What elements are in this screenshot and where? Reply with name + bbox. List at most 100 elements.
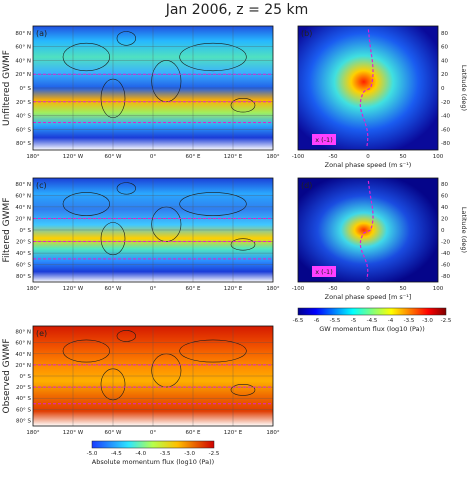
x-tick-label: 180° — [266, 430, 279, 436]
x-tick-label: 120° E — [224, 286, 243, 292]
y-tick-label: 20 — [441, 72, 448, 78]
y-tick-label: -40 — [441, 114, 450, 120]
map-panel-c — [32, 177, 274, 283]
map-frame — [32, 177, 274, 283]
spectrum-field — [298, 26, 438, 150]
x-tick-label: 0° — [150, 154, 156, 160]
x-tick-label: 180° — [26, 430, 39, 436]
y-tick-label: 60 — [441, 45, 448, 51]
panel-label: (b) — [301, 29, 312, 38]
spectrum-panel-d — [297, 177, 439, 283]
y-tick-label: 40° S — [16, 396, 31, 402]
y-tick-label: 0° S — [20, 228, 32, 234]
colorbar-tick-label: -5 — [351, 318, 357, 324]
multiplier-badge — [312, 266, 336, 277]
y-tick-label: 0° S — [20, 374, 32, 380]
figure-title: Jan 2006, z = 25 km — [165, 2, 309, 18]
x-tick-label: 0° — [150, 286, 156, 292]
x-tick-label: 180° — [26, 286, 39, 292]
y-tick-label: 80° S — [16, 418, 31, 424]
y-tick-label: -80 — [441, 274, 450, 280]
x-tick-label: 60° W — [105, 286, 122, 292]
y-tick-label: 40 — [441, 58, 448, 64]
x-tick-label: 120° W — [63, 286, 84, 292]
colorbar-spectrum — [297, 307, 447, 316]
colorbar-tick-label: -4.5 — [367, 318, 378, 324]
y-tick-label: 80° N — [15, 182, 31, 188]
coastline — [179, 192, 247, 216]
y-tick-label: 20° S — [16, 240, 31, 246]
x-tick-label: 0 — [366, 154, 370, 160]
x-tick-label: 120° E — [224, 430, 243, 436]
y-tick-label: 20° S — [16, 100, 31, 106]
x-tick-label: 50 — [400, 286, 407, 292]
coastline — [116, 330, 136, 342]
x-tick-label: 60° W — [105, 430, 122, 436]
x-tick-label: 60° E — [186, 154, 201, 160]
x-axis-label: Zonal phase speed [m s⁻¹] — [325, 293, 412, 301]
map-panel-e — [32, 325, 274, 427]
y-tick-label: 60° N — [15, 193, 31, 199]
spectrum-frame — [297, 25, 439, 151]
y-tick-label: 20° N — [15, 216, 31, 222]
coastline — [62, 192, 110, 216]
x-tick-label: 180° — [266, 154, 279, 160]
map-frame — [32, 325, 274, 427]
y-tick-label: 40° S — [16, 114, 31, 120]
coastline — [116, 31, 136, 46]
colorbar-tick-label: -6 — [314, 318, 320, 324]
y-tick-label: 60° S — [16, 263, 31, 269]
y-tick-label: 80 — [441, 182, 448, 188]
y-tick-label: 40° N — [15, 205, 31, 211]
coastline — [179, 42, 247, 72]
x-tick-label: 60° E — [186, 430, 201, 436]
y-tick-label: 80° N — [15, 330, 31, 336]
coastline — [62, 42, 110, 72]
x-tick-label: 60° E — [186, 286, 201, 292]
y-tick-label: 60° N — [15, 341, 31, 347]
x-tick-label: -100 — [292, 154, 305, 160]
y-tick-label: 40° N — [15, 352, 31, 358]
x-tick-label: 50 — [400, 154, 407, 160]
map-panel-a — [32, 25, 274, 151]
multiplier-label: x (-1) — [315, 136, 332, 144]
colorbar-tick-label: -4 — [388, 318, 394, 324]
y-tick-label: 80° N — [15, 31, 31, 37]
y-tick-label: -80 — [441, 141, 450, 147]
coastline — [116, 182, 136, 195]
y-tick-label: 60° S — [16, 127, 31, 133]
colorbar-tick-label: -4.0 — [135, 451, 146, 457]
colorbar-tick-label: -4.5 — [111, 451, 122, 457]
colorbar-tick-label: -5.0 — [87, 451, 98, 457]
y-tick-label: 60° S — [16, 407, 31, 413]
x-tick-label: 100 — [433, 154, 444, 160]
coastline — [230, 384, 256, 396]
x-tick-label: 100 — [433, 286, 444, 292]
x-tick-label: 0 — [366, 286, 370, 292]
y-axis-label: Latitude (deg) — [460, 65, 468, 111]
colorbar-tick-label: -2.5 — [209, 451, 220, 457]
x-tick-label: 120° W — [63, 154, 84, 160]
y-tick-label: -20 — [441, 240, 450, 246]
panel-label: (a) — [36, 29, 47, 38]
spectrum-frame — [297, 177, 439, 283]
colorbar-label: GW momentum flux (log10 (Pa)) — [319, 325, 424, 333]
panel-label: (d) — [301, 181, 312, 190]
panel-label: (e) — [36, 329, 47, 338]
x-axis-label: Zonal phase speed (m s⁻¹) — [325, 161, 412, 169]
colorbar-tick-label: -3.0 — [184, 451, 195, 457]
x-tick-label: 180° — [266, 286, 279, 292]
x-tick-label: 180° — [26, 154, 39, 160]
y-tick-label: 80 — [441, 31, 448, 37]
y-tick-label: 0° S — [20, 86, 32, 92]
colorbar-tick-label: -3.5 — [160, 451, 171, 457]
colorbar-tick-label: -2.5 — [441, 318, 452, 324]
panel-label: (c) — [36, 181, 47, 190]
y-tick-label: 60° N — [15, 45, 31, 51]
x-tick-label: 120° W — [63, 430, 84, 436]
multiplier-label: x (-1) — [315, 268, 332, 276]
coastline — [179, 339, 247, 363]
colorbar-label: Absolute momentum flux (log10 (Pa)) — [92, 458, 214, 466]
colorbar-tick-label: -6.5 — [293, 318, 304, 324]
